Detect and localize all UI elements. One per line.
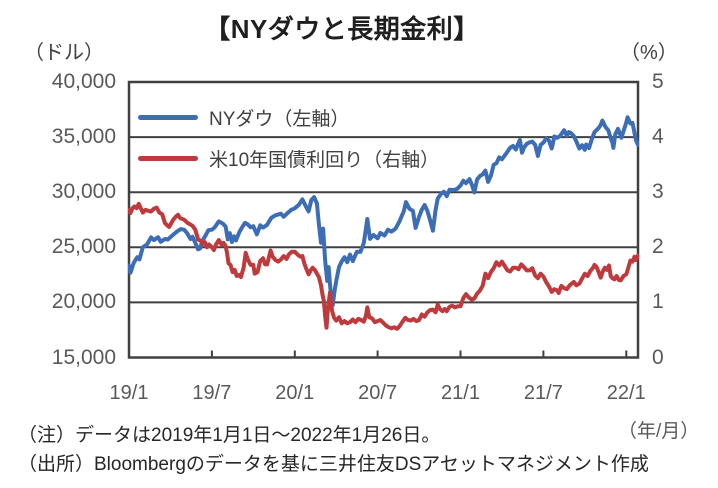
x-tick-label: 20/1 bbox=[275, 382, 315, 404]
x-tick-label: 20/7 bbox=[358, 382, 398, 404]
nydow-line-swatch bbox=[138, 114, 198, 120]
y-right-tick-label: 4 bbox=[652, 125, 664, 149]
y-right-tick-label: 5 bbox=[652, 70, 664, 93]
footnote-data-range: （注）データは2019年1月1日～2022年1月26日。 bbox=[18, 425, 441, 446]
y-left-tick-label: 15,000 bbox=[51, 345, 116, 369]
series-line-0 bbox=[128, 115, 639, 308]
legend-label-us10y: 米10年国債利回り（右軸） bbox=[209, 149, 440, 171]
chart-title: 【NYダウと長期金利】 bbox=[204, 14, 480, 44]
y-left-tick-label: 40,000 bbox=[51, 70, 116, 93]
x-tick-label: 19/7 bbox=[192, 382, 232, 404]
series-line-1 bbox=[128, 201, 639, 331]
y-right-tick-label: 3 bbox=[652, 180, 664, 204]
y-left-tick-label: 35,000 bbox=[51, 125, 116, 149]
y-right-axis-unit: （%） bbox=[620, 42, 678, 64]
x-tick-label: 22/1 bbox=[606, 382, 646, 404]
y-left-tick-label: 25,000 bbox=[51, 235, 116, 259]
legend-item-us10y: 米10年国債利回り（右軸） bbox=[138, 147, 440, 171]
x-tick-label: 19/1 bbox=[109, 382, 149, 404]
y-right-tick-label: 1 bbox=[652, 290, 664, 314]
y-right-tick-label: 2 bbox=[652, 235, 664, 259]
us10y-line-swatch bbox=[138, 155, 198, 161]
x-tick-label: 21/7 bbox=[523, 382, 563, 404]
y-right-tick-label: 0 bbox=[652, 345, 664, 369]
y-left-axis-unit: （ドル） bbox=[24, 42, 104, 64]
x-axis-unit: （年/月） bbox=[618, 421, 700, 442]
x-tick-label: 21/1 bbox=[441, 382, 480, 404]
legend-item-nydow: NYダウ（左軸） bbox=[138, 106, 350, 130]
legend-label-nydow: NYダウ（左軸） bbox=[209, 108, 350, 130]
footnote-source: （出所）Bloombergのデータを基に三井住友DSアセットマネジメント作成 bbox=[18, 454, 649, 475]
y-left-tick-label: 30,000 bbox=[51, 180, 116, 204]
y-left-tick-label: 20,000 bbox=[51, 290, 116, 314]
